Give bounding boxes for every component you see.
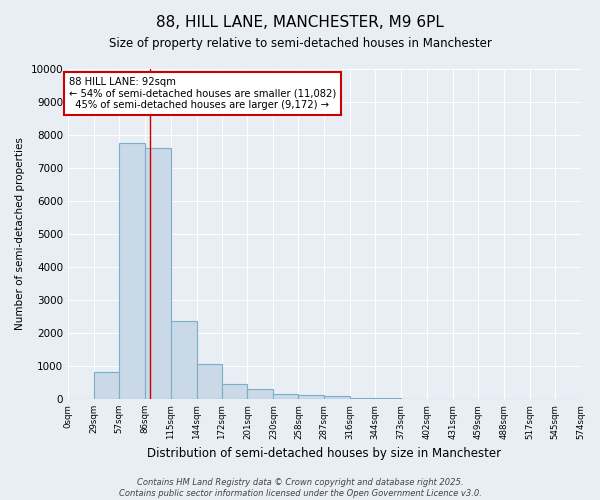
Bar [171, 322, 197, 399]
Bar [298, 396, 324, 399]
Bar [119, 143, 145, 399]
Text: 88, HILL LANE, MANCHESTER, M9 6PL: 88, HILL LANE, MANCHESTER, M9 6PL [156, 15, 444, 30]
Text: 88 HILL LANE: 92sqm
← 54% of semi-detached houses are smaller (11,082)
  45% of : 88 HILL LANE: 92sqm ← 54% of semi-detach… [69, 77, 336, 110]
Text: Contains HM Land Registry data © Crown copyright and database right 2025.
Contai: Contains HM Land Registry data © Crown c… [119, 478, 481, 498]
Bar [274, 394, 298, 399]
Bar [324, 396, 350, 399]
Y-axis label: Number of semi-detached properties: Number of semi-detached properties [15, 138, 25, 330]
Bar [350, 398, 375, 399]
Bar [247, 390, 274, 399]
Bar [197, 364, 221, 399]
X-axis label: Distribution of semi-detached houses by size in Manchester: Distribution of semi-detached houses by … [147, 447, 502, 460]
Bar [94, 372, 119, 399]
Text: Size of property relative to semi-detached houses in Manchester: Size of property relative to semi-detach… [109, 38, 491, 51]
Bar [221, 384, 247, 399]
Bar [375, 398, 401, 399]
Bar [145, 148, 171, 399]
